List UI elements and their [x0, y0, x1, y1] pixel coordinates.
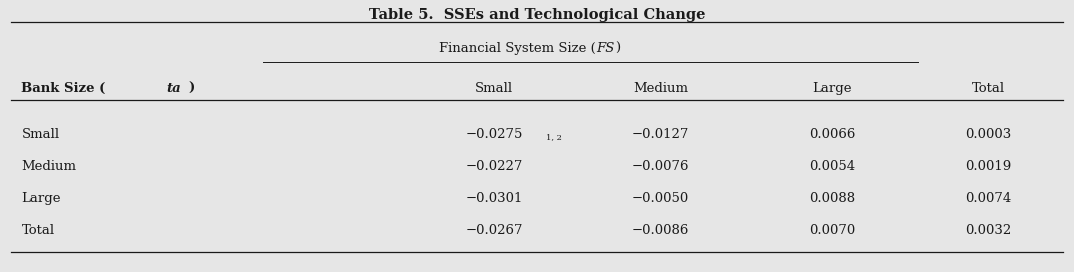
Text: Medium: Medium	[21, 160, 76, 173]
Text: Bank Size (: Bank Size (	[21, 82, 106, 95]
Text: −0.0076: −0.0076	[632, 160, 690, 173]
Text: 0.0088: 0.0088	[810, 192, 855, 205]
Text: −0.0267: −0.0267	[465, 224, 523, 237]
Text: ): )	[615, 42, 621, 55]
Text: ta: ta	[166, 82, 182, 95]
Text: −0.0127: −0.0127	[632, 128, 690, 141]
Text: FS: FS	[596, 42, 614, 55]
Text: Small: Small	[21, 128, 59, 141]
Text: 0.0066: 0.0066	[809, 128, 856, 141]
Text: Medium: Medium	[633, 82, 688, 95]
Text: 0.0003: 0.0003	[964, 128, 1012, 141]
Text: −0.0275: −0.0275	[465, 128, 523, 141]
Text: 0.0074: 0.0074	[964, 192, 1012, 205]
Text: −0.0050: −0.0050	[632, 192, 690, 205]
Text: Small: Small	[475, 82, 513, 95]
Text: 0.0032: 0.0032	[964, 224, 1012, 237]
Text: 0.0070: 0.0070	[809, 224, 856, 237]
Text: ): )	[188, 82, 194, 95]
Text: Large: Large	[21, 192, 61, 205]
Text: 0.0054: 0.0054	[810, 160, 855, 173]
Text: −0.0301: −0.0301	[465, 192, 523, 205]
Text: Large: Large	[813, 82, 852, 95]
Text: Table 5.  SSEs and Technological Change: Table 5. SSEs and Technological Change	[368, 8, 706, 22]
Text: Financial System Size (: Financial System Size (	[439, 42, 596, 55]
Text: 0.0019: 0.0019	[964, 160, 1012, 173]
Text: Total: Total	[972, 82, 1004, 95]
Text: Total: Total	[21, 224, 55, 237]
Text: 1, 2: 1, 2	[546, 134, 562, 141]
Text: −0.0086: −0.0086	[632, 224, 690, 237]
Text: −0.0227: −0.0227	[465, 160, 523, 173]
